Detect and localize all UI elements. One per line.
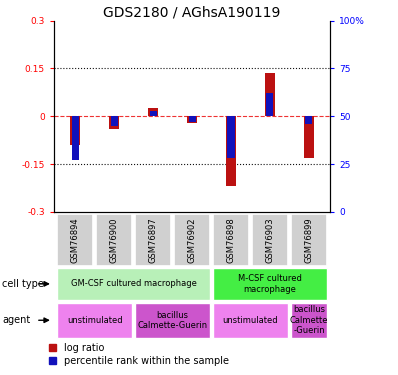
Bar (252, 214, 288, 266)
Bar (109, 116, 119, 129)
Text: GM-CSF cultured macrophage: GM-CSF cultured macrophage (71, 279, 197, 288)
Text: M-CSF cultured
macrophage: M-CSF cultured macrophage (238, 274, 302, 294)
Text: unstimulated: unstimulated (222, 316, 278, 325)
Bar (226, 116, 236, 186)
Bar (213, 214, 249, 266)
Bar (96, 214, 132, 266)
Text: GSM76898: GSM76898 (226, 217, 236, 263)
Bar (135, 303, 210, 338)
Bar (305, 116, 312, 124)
Text: GSM76894: GSM76894 (71, 217, 80, 263)
Bar (135, 214, 171, 266)
Text: unstimulated: unstimulated (67, 316, 123, 325)
Bar (57, 214, 93, 266)
Text: agent: agent (2, 315, 30, 325)
Bar (57, 303, 132, 338)
Bar (291, 303, 327, 338)
Bar (265, 73, 275, 116)
Bar (187, 116, 197, 123)
Bar (291, 214, 327, 266)
Bar (72, 116, 79, 160)
Bar (111, 116, 118, 126)
Text: GSM76899: GSM76899 (304, 217, 313, 263)
Text: GSM76902: GSM76902 (187, 217, 197, 263)
Bar (150, 111, 156, 116)
Bar (304, 116, 314, 158)
Legend: log ratio, percentile rank within the sample: log ratio, percentile rank within the sa… (49, 343, 229, 366)
Text: bacillus
Calmette
-Guerin: bacillus Calmette -Guerin (290, 305, 328, 335)
Text: bacillus
Calmette-Guerin: bacillus Calmette-Guerin (137, 310, 208, 330)
Bar (174, 214, 210, 266)
Text: GSM76900: GSM76900 (109, 217, 119, 263)
Bar (228, 116, 234, 158)
Bar (266, 93, 273, 116)
Bar (70, 116, 80, 145)
Text: cell type: cell type (2, 279, 44, 289)
Bar (213, 303, 288, 338)
Bar (189, 116, 195, 122)
Title: GDS2180 / AGhsA190119: GDS2180 / AGhsA190119 (103, 6, 281, 20)
Bar (213, 268, 327, 300)
Text: GSM76897: GSM76897 (148, 217, 158, 263)
Bar (57, 268, 210, 300)
Text: GSM76903: GSM76903 (265, 217, 275, 263)
Bar (148, 108, 158, 116)
